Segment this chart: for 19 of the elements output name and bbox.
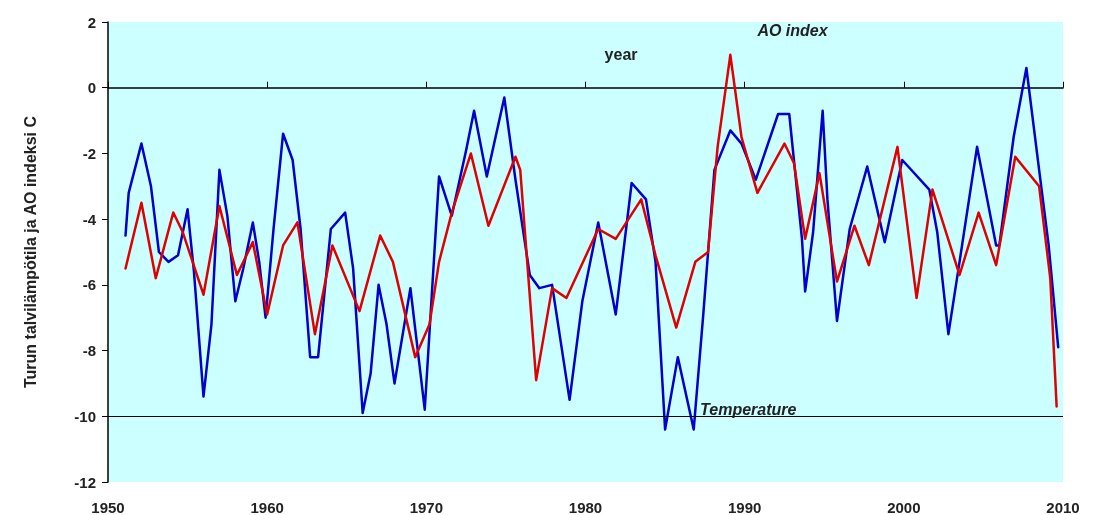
y-axis-title: Turun talvilämpötila ja AO indeksi C	[21, 115, 39, 389]
x-tick-label: 1990	[727, 499, 762, 515]
y-tick-label: -6	[82, 276, 96, 294]
y-tick-label: -10	[74, 407, 96, 425]
y-tick-label: -4	[82, 210, 97, 228]
x-tick-label: 1960	[250, 499, 284, 515]
x-tick-label: 2010	[1046, 499, 1080, 515]
y-tick-label: -12	[74, 473, 96, 491]
y-tick-label: 2	[87, 13, 96, 31]
y-tick-label: -2	[82, 144, 96, 162]
x-axis-title: year	[604, 45, 638, 63]
x-tick-label: 1950	[91, 499, 125, 515]
series-label: AO index	[756, 21, 829, 39]
y-tick-label: 0	[87, 79, 96, 97]
x-tick-label: 1980	[568, 499, 603, 515]
x-tick-label: 1970	[409, 499, 444, 515]
x-tick-label: 2000	[887, 499, 921, 515]
series-label: Temperature	[700, 400, 797, 418]
y-tick-label: -8	[82, 342, 96, 360]
